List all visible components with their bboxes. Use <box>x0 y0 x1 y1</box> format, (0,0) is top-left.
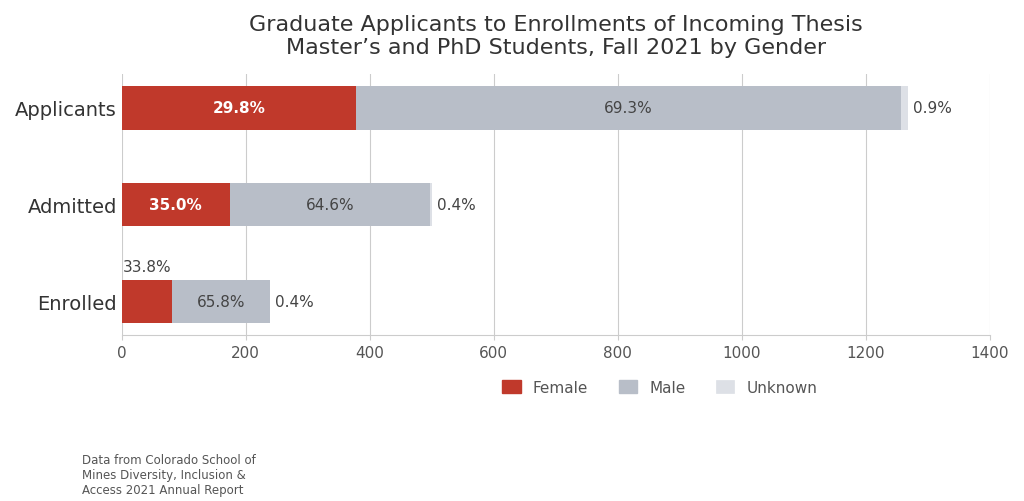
Bar <box>230 183 430 227</box>
Bar <box>122 87 356 130</box>
Legend: Female, Male, Unknown: Female, Male, Unknown <box>496 374 823 401</box>
Text: 0.4%: 0.4% <box>275 295 314 310</box>
Text: 35.0%: 35.0% <box>150 198 203 213</box>
Bar <box>901 87 908 130</box>
Bar <box>172 280 269 324</box>
Bar <box>122 280 172 324</box>
Text: 0.9%: 0.9% <box>912 101 951 116</box>
Text: 0.4%: 0.4% <box>436 198 475 213</box>
Bar <box>356 87 901 130</box>
Text: 33.8%: 33.8% <box>123 260 171 275</box>
Text: 64.6%: 64.6% <box>306 198 354 213</box>
Bar <box>430 183 432 227</box>
Title: Graduate Applicants to Enrollments of Incoming Thesis
Master’s and PhD Students,: Graduate Applicants to Enrollments of In… <box>249 15 862 58</box>
Text: 65.8%: 65.8% <box>197 295 245 310</box>
Text: 29.8%: 29.8% <box>212 101 265 116</box>
Text: 69.3%: 69.3% <box>604 101 653 116</box>
Text: Data from Colorado School of
Mines Diversity, Inclusion &
Access 2021 Annual Rep: Data from Colorado School of Mines Diver… <box>82 453 256 496</box>
Bar <box>122 183 230 227</box>
